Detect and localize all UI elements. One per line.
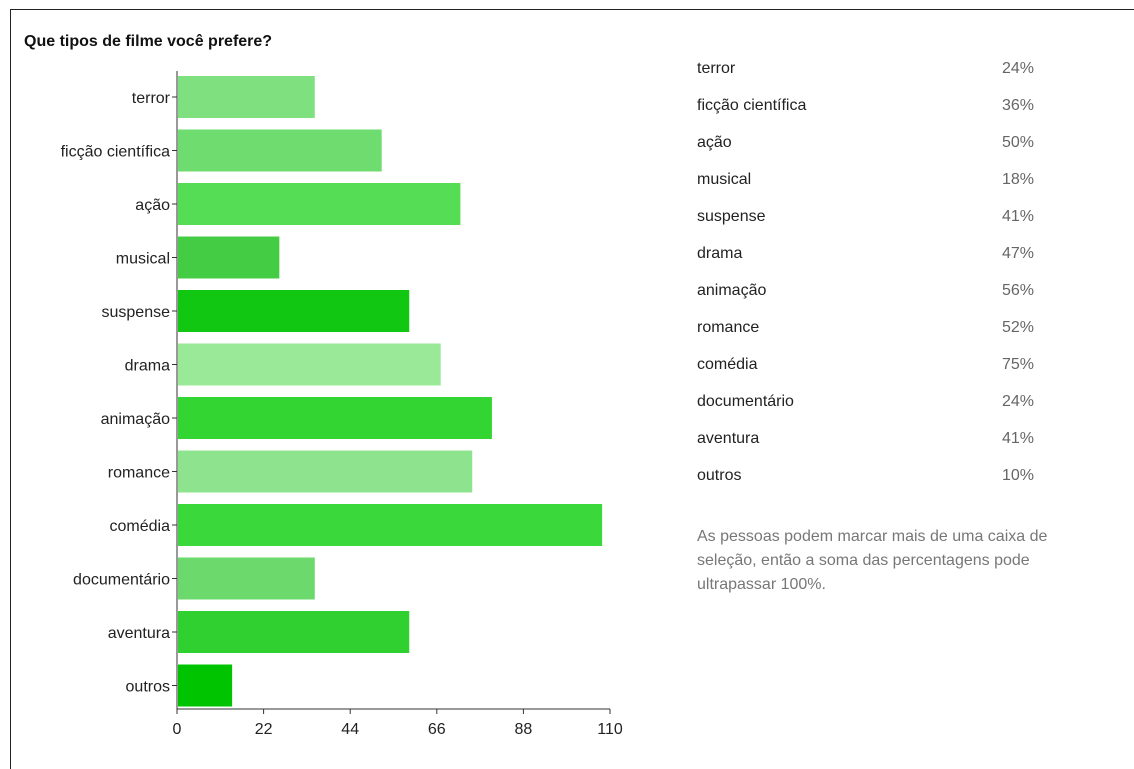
category-label: animação xyxy=(101,411,170,428)
summary-row: outros 10% xyxy=(697,459,1042,496)
summary-label: musical xyxy=(697,171,752,188)
summary-percentage: 52% xyxy=(1001,319,1034,336)
summary-row: terror 24% xyxy=(697,52,1042,89)
category-label: suspense xyxy=(102,304,171,321)
bar-4 xyxy=(178,290,410,332)
summary-row: comédia 75% xyxy=(697,348,1042,385)
summary-percentage: 24% xyxy=(1001,60,1034,77)
bar-8 xyxy=(178,504,603,546)
summary-label: romance xyxy=(697,319,760,336)
bar-10 xyxy=(178,611,410,653)
summary-row: ficção científica 36% xyxy=(697,89,1042,126)
x-tick-label: 110 xyxy=(597,721,623,738)
summary-table: terror 24% ficção científica 36% ação 50% musi… xyxy=(697,52,1042,496)
summary-footnote: As pessoas podem marcar mais de uma caix… xyxy=(697,528,1048,593)
x-tick-label: 22 xyxy=(255,721,273,738)
summary-label: drama xyxy=(697,245,743,262)
x-tick-label: 0 xyxy=(173,721,182,738)
summary-label: ação xyxy=(697,134,732,151)
bar-7 xyxy=(178,450,473,493)
summary-row: animação 56% xyxy=(697,274,1042,311)
summary-label: ficção científica xyxy=(697,97,807,114)
summary-percentage: 24% xyxy=(1001,393,1034,410)
summary-percentage: 10% xyxy=(1001,467,1034,484)
bar-9 xyxy=(178,557,315,600)
summary-row: ação 50% xyxy=(697,126,1042,163)
summary-percentage: 47% xyxy=(1001,245,1034,262)
summary-percentage: 75% xyxy=(1001,356,1034,373)
bar-0 xyxy=(178,76,315,118)
summary-percentage: 50% xyxy=(1001,134,1034,151)
bar-chart: terror ficção científica ação musical suspen… xyxy=(61,71,623,738)
summary-percentage: 41% xyxy=(1001,208,1034,225)
category-label: comédia xyxy=(110,518,171,535)
x-tick-label: 66 xyxy=(428,721,446,738)
bar-3 xyxy=(178,236,280,279)
category-label: outros xyxy=(126,679,170,696)
summary-percentage: 36% xyxy=(1001,97,1034,114)
summary-row: romance 52% xyxy=(697,311,1042,348)
summary-percentage: 18% xyxy=(1001,171,1034,188)
bar-6 xyxy=(178,397,492,439)
summary-row: documentário 24% xyxy=(697,385,1042,422)
category-label: musical xyxy=(116,251,170,268)
category-label: romance xyxy=(108,465,170,482)
summary-label: documentário xyxy=(697,393,794,410)
category-label: drama xyxy=(125,358,170,375)
summary-row: suspense 41% xyxy=(697,200,1042,237)
category-label: ação xyxy=(135,197,170,214)
summary-label: aventura xyxy=(697,430,760,447)
bar-5 xyxy=(178,343,441,386)
summary-row: aventura 41% xyxy=(697,422,1042,459)
summary-label: comédia xyxy=(697,356,758,373)
summary-label: animação xyxy=(697,282,767,299)
x-tick-label: 88 xyxy=(515,721,533,738)
summary-label: terror xyxy=(697,60,736,77)
summary-row: drama 47% xyxy=(697,237,1042,274)
summary-percentage: 41% xyxy=(1001,430,1034,447)
summary-row: musical 18% xyxy=(697,163,1042,200)
x-tick-label: 44 xyxy=(341,721,359,738)
category-label: ficção científica xyxy=(61,144,170,161)
category-label: aventura xyxy=(108,625,170,642)
summary-label: outros xyxy=(697,467,742,484)
bar-2 xyxy=(178,183,461,225)
summary-percentage: 56% xyxy=(1001,282,1034,299)
bar-11 xyxy=(178,664,233,707)
chart-title: Que tipos de filme você prefere? xyxy=(24,33,273,50)
summary-label: suspense xyxy=(697,208,766,225)
category-label: documentário xyxy=(73,572,170,589)
category-label: terror xyxy=(132,90,171,107)
bar-1 xyxy=(178,129,382,172)
